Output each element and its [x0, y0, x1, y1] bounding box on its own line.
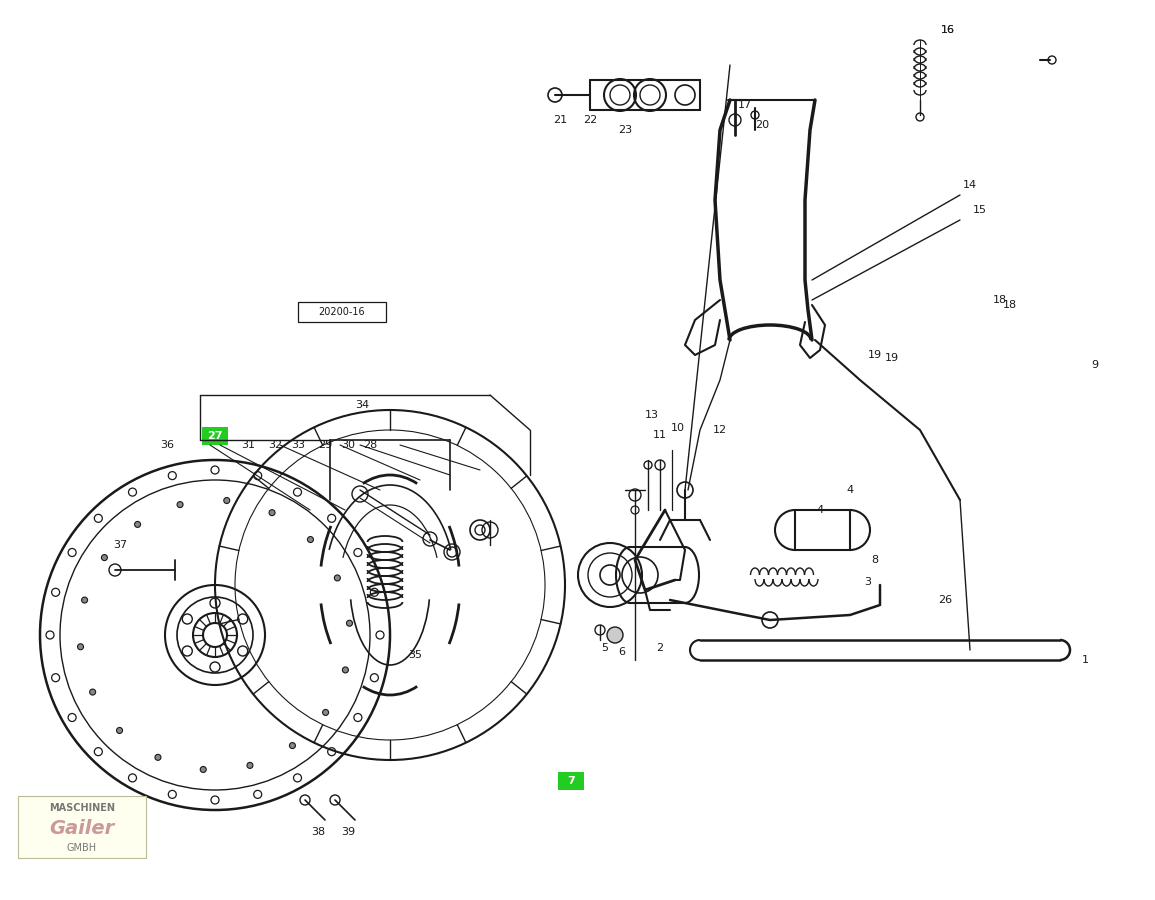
Circle shape: [269, 509, 275, 516]
Text: 35: 35: [408, 650, 422, 660]
Text: 27: 27: [207, 431, 223, 441]
Text: 33: 33: [291, 440, 305, 450]
Circle shape: [247, 762, 253, 769]
Text: 37: 37: [113, 540, 127, 550]
Circle shape: [200, 767, 207, 772]
Circle shape: [307, 536, 313, 543]
Text: 5: 5: [602, 643, 609, 653]
Text: 3: 3: [864, 577, 872, 587]
Text: 2: 2: [656, 643, 664, 653]
Text: 20: 20: [755, 120, 769, 130]
Text: 18: 18: [993, 295, 1007, 305]
Text: 12: 12: [713, 425, 726, 435]
Circle shape: [77, 644, 83, 650]
Text: Gailer: Gailer: [50, 820, 114, 839]
Text: 8: 8: [871, 555, 879, 565]
Circle shape: [82, 597, 88, 603]
Text: 16: 16: [941, 25, 955, 35]
Text: 16: 16: [941, 25, 955, 35]
Text: 28: 28: [363, 440, 378, 450]
Text: 39: 39: [341, 827, 355, 837]
Text: 31: 31: [241, 440, 255, 450]
Text: 18: 18: [1003, 300, 1018, 310]
Circle shape: [334, 575, 341, 580]
Text: 19: 19: [867, 350, 882, 360]
Circle shape: [608, 627, 623, 643]
Text: 21: 21: [553, 115, 567, 125]
Text: 19: 19: [885, 353, 899, 363]
Text: 29: 29: [318, 440, 333, 450]
Text: 13: 13: [644, 410, 660, 420]
Text: 4: 4: [847, 485, 854, 495]
Circle shape: [342, 667, 349, 673]
Text: 10: 10: [671, 423, 685, 433]
Circle shape: [346, 620, 352, 626]
Text: 1: 1: [1081, 655, 1088, 665]
Text: 15: 15: [973, 205, 988, 215]
Circle shape: [135, 521, 141, 527]
Text: 23: 23: [618, 125, 632, 135]
Text: 4: 4: [817, 505, 824, 515]
Circle shape: [177, 501, 182, 508]
Circle shape: [290, 742, 296, 749]
Bar: [558, 772, 584, 790]
Text: 32: 32: [268, 440, 282, 450]
Bar: [298, 302, 386, 322]
Text: 26: 26: [938, 595, 952, 605]
Text: GMBH: GMBH: [67, 843, 97, 853]
Text: 7: 7: [567, 776, 575, 786]
Text: 11: 11: [653, 430, 666, 440]
Circle shape: [155, 754, 161, 760]
Text: 14: 14: [963, 180, 977, 190]
Text: 17: 17: [738, 100, 752, 110]
Circle shape: [90, 689, 96, 695]
Text: 30: 30: [341, 440, 355, 450]
Text: 34: 34: [355, 400, 370, 410]
Bar: [202, 427, 228, 445]
Text: 36: 36: [161, 440, 174, 450]
Circle shape: [224, 498, 230, 503]
Text: 22: 22: [583, 115, 597, 125]
Circle shape: [117, 727, 122, 734]
Text: 20200-16: 20200-16: [319, 307, 365, 317]
Bar: [18, 796, 146, 858]
Circle shape: [102, 554, 107, 561]
Text: 6: 6: [618, 647, 626, 657]
Text: MASCHINEN: MASCHINEN: [49, 803, 116, 813]
Bar: [795, 510, 850, 550]
Text: 9: 9: [1091, 360, 1098, 370]
Circle shape: [322, 709, 328, 716]
Text: 38: 38: [311, 827, 325, 837]
